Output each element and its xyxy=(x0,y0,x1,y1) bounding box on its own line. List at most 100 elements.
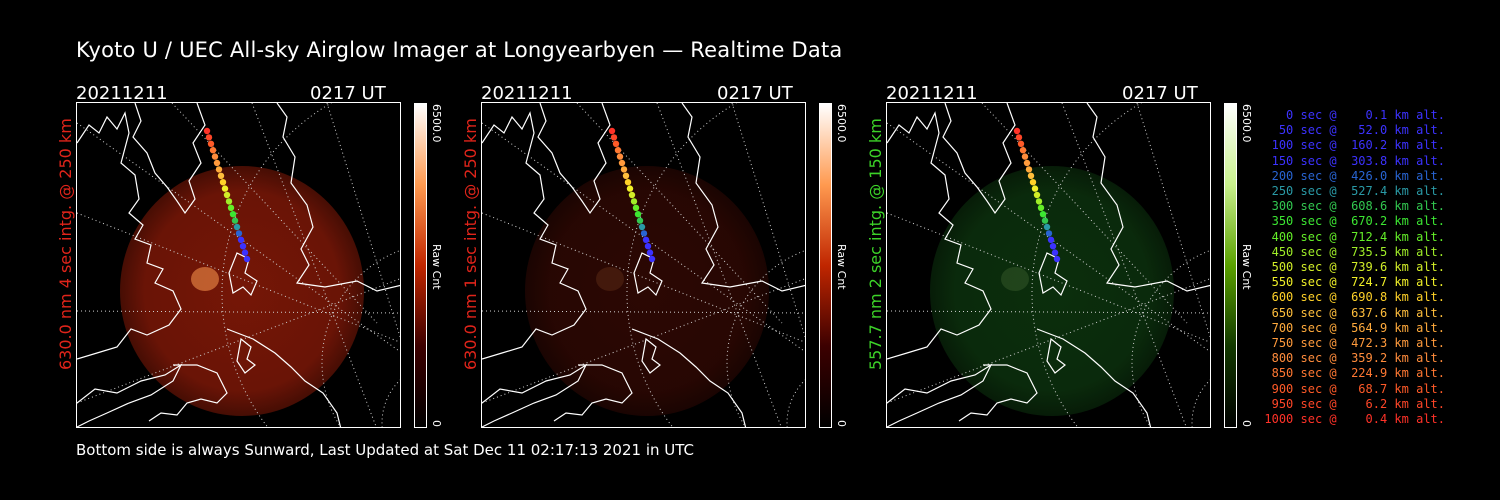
trajectory-point xyxy=(1021,153,1029,160)
trajectory-point xyxy=(648,255,656,263)
altitude-row: 850 sec @ 224.9 km alt. xyxy=(1264,366,1445,381)
airglow-field xyxy=(525,166,769,416)
trajectory-point xyxy=(1029,179,1037,186)
trajectory-point xyxy=(229,211,237,218)
trajectory-point xyxy=(1049,243,1057,250)
trajectory-point xyxy=(221,185,229,192)
panel-1-wavelength-label: 630.0 nm 4 sec intg. @ 250 km xyxy=(56,118,75,370)
trajectory-point xyxy=(608,127,616,135)
trajectory-point xyxy=(646,249,654,256)
trajectory-point xyxy=(1045,230,1053,237)
aurora-bright-spot xyxy=(191,267,219,291)
trajectory-point xyxy=(1031,185,1039,192)
aurora-bright-spot xyxy=(1001,267,1029,291)
trajectory-point xyxy=(231,217,239,224)
panel-1-date: 20211211 xyxy=(76,83,168,104)
trajectory-point xyxy=(1041,217,1049,224)
aurora-bright-spot xyxy=(596,267,624,291)
trajectory-point xyxy=(1025,166,1033,173)
trajectory-point xyxy=(618,159,626,167)
altitude-row: 200 sec @ 426.0 km alt. xyxy=(1264,168,1445,183)
panel-1-colorbar-unit: Raw Cnt xyxy=(430,244,443,290)
panel-2-colorbar-unit: Raw Cnt xyxy=(835,244,848,290)
trajectory-point xyxy=(622,172,630,179)
trajectory-point xyxy=(1017,140,1025,147)
coastline xyxy=(887,103,1210,427)
airglow-field xyxy=(120,166,364,416)
trajectory-point xyxy=(223,191,231,199)
panel-1-time: 0217 UT xyxy=(310,83,386,104)
trajectory-point xyxy=(1023,159,1031,167)
trajectory-point xyxy=(243,255,251,263)
trajectory-point xyxy=(1039,211,1047,218)
trajectory-point xyxy=(638,223,646,231)
rocket-trajectory xyxy=(608,127,656,263)
altitude-row: 800 sec @ 359.2 km alt. xyxy=(1264,351,1445,366)
geo-grid xyxy=(77,103,400,427)
trajectory-point xyxy=(205,134,213,141)
sky-map xyxy=(77,103,400,427)
trajectory-point xyxy=(620,166,628,173)
trajectory-point xyxy=(235,230,243,237)
altitude-row: 650 sec @ 637.6 km alt. xyxy=(1264,305,1445,320)
trajectory-point xyxy=(241,249,249,256)
trajectory-point xyxy=(1013,127,1021,135)
altitude-row: 50 sec @ 52.0 km alt. xyxy=(1264,123,1445,138)
altitude-row: 250 sec @ 527.4 km alt. xyxy=(1264,184,1445,198)
altitude-row: 100 sec @ 160.2 km alt. xyxy=(1264,138,1445,153)
panel-3-colorbar-min: 0 xyxy=(1240,420,1253,427)
panel-1-sky-image xyxy=(76,102,401,428)
trajectory-point xyxy=(644,243,652,250)
trajectory-point xyxy=(233,223,241,231)
trajectory-point xyxy=(642,236,650,243)
trajectory-point xyxy=(1019,147,1027,154)
altitude-row: 900 sec @ 68.7 km alt. xyxy=(1264,381,1445,396)
coastline xyxy=(77,103,400,427)
sky-map xyxy=(482,103,805,427)
sky-map xyxy=(887,103,1210,427)
altitude-row: 300 sec @ 608.6 km alt. xyxy=(1264,199,1445,214)
panel-3-date: 20211211 xyxy=(886,83,978,104)
trajectory-point xyxy=(225,198,233,205)
panel-2-sky-image xyxy=(481,102,806,428)
altitude-row: 450 sec @ 735.5 km alt. xyxy=(1264,244,1445,259)
panel-1-colorbar-max: 6500.0 xyxy=(430,104,443,143)
panel-1-colorbar-min: 0 xyxy=(430,420,443,427)
panel-2-colorbar xyxy=(819,103,832,428)
trajectory-point xyxy=(612,140,620,147)
trajectory-point xyxy=(634,211,642,218)
trajectory-point xyxy=(237,236,245,243)
trajectory-point xyxy=(636,217,644,224)
altitude-row: 350 sec @ 670.2 km alt. xyxy=(1264,214,1445,229)
panel-3-colorbar-max: 6500.0 xyxy=(1240,104,1253,143)
panel-2-wavelength-label: 630.0 nm 1 sec intg. @ 250 km xyxy=(461,118,480,370)
trajectory-point xyxy=(215,166,223,173)
altitude-row: 600 sec @ 690.8 km alt. xyxy=(1264,290,1445,305)
trajectory-point xyxy=(217,172,225,179)
altitude-row: 550 sec @ 724.7 km alt. xyxy=(1264,275,1445,290)
trajectory-point xyxy=(1033,191,1041,199)
trajectory-point xyxy=(1037,204,1045,211)
panel-2-colorbar-max: 6500.0 xyxy=(835,104,848,143)
trajectory-point xyxy=(630,198,638,205)
trajectory-point xyxy=(213,159,221,167)
panel-2-time: 0217 UT xyxy=(717,83,793,104)
trajectory-point xyxy=(632,204,640,211)
trajectory-point xyxy=(219,179,227,186)
airglow-field xyxy=(930,166,1174,416)
trajectory-point xyxy=(614,147,622,154)
altitude-row: 400 sec @ 712.4 km alt. xyxy=(1264,229,1445,244)
panel-3-time: 0217 UT xyxy=(1122,83,1198,104)
panel-2-colorbar-min: 0 xyxy=(835,420,848,427)
trajectory-point xyxy=(624,179,632,186)
trajectory-point xyxy=(628,191,636,199)
page-title: Kyoto U / UEC All-sky Airglow Imager at … xyxy=(76,38,843,62)
panel-3-colorbar-unit: Raw Cnt xyxy=(1240,244,1253,290)
trajectory-point xyxy=(209,147,217,154)
altitude-row: 500 sec @ 739.6 km alt. xyxy=(1264,260,1445,274)
trajectory-point xyxy=(610,134,618,141)
altitude-row: 1000 sec @ 0.4 km alt. xyxy=(1264,412,1445,426)
panel-3-sky-image xyxy=(886,102,1211,428)
rocket-trajectory xyxy=(1013,127,1061,263)
trajectory-point xyxy=(616,153,624,160)
